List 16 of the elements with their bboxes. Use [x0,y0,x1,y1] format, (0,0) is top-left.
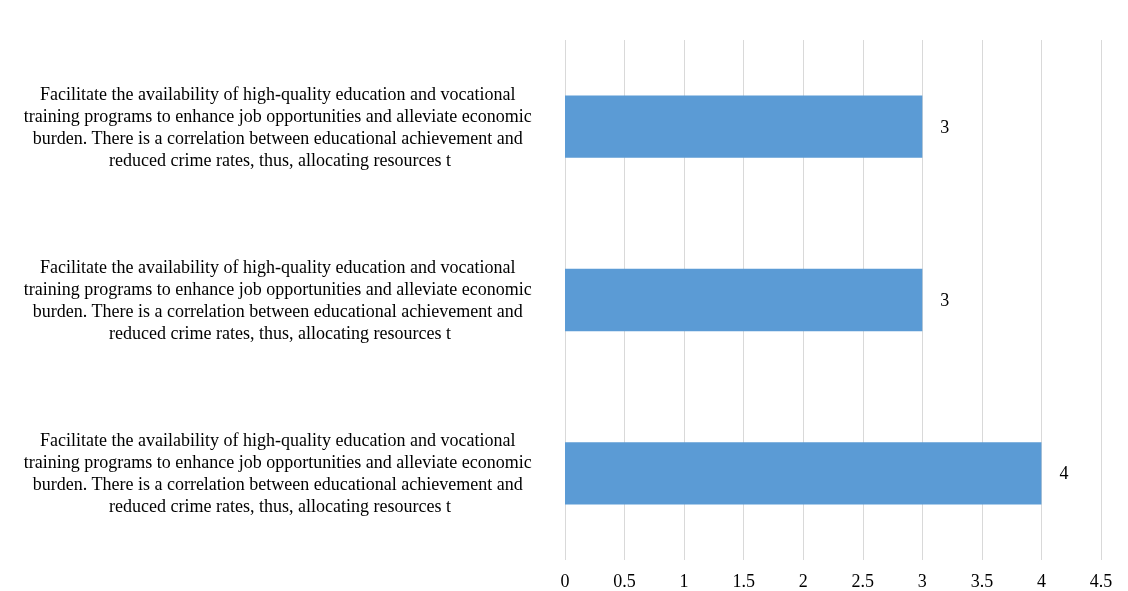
x-tick-label: 4.5 [1089,571,1113,591]
y-tick-label: Facilitate the availability of high-quality education and vocational training programs to enhance job opportunities and alleviate economic burden. There is a correlation between educational achievement and reduced crime rates, thus, allocating resources t [23,83,537,170]
x-tick-label: 0 [560,571,570,591]
x-tick-label: 3.5 [970,571,994,591]
data-label: 3 [940,290,950,310]
y-tick-label: Facilitate the availability of high-quality education and vocational training programs to enhance job opportunities and alleviate economic burden. There is a correlation between educational achievement and reduced crime rates, thus, allocating resources t [23,430,537,517]
x-tick-label: 1 [679,571,689,591]
x-tick-label: 0.5 [613,571,636,591]
x-tick-label: 3 [917,571,927,591]
x-tick-label: 2 [798,571,808,591]
x-tick-label: 1.5 [732,571,755,591]
data-label: 3 [940,116,950,137]
x-tick-label: 2.5 [851,571,875,591]
data-label: 4 [1059,463,1069,484]
y-tick-label: Facilitate the availability of high-quality education and vocational training programs to enhance job opportunities and alleviate economic burden. There is a correlation between educational achievement and reduced crime rates, thus, allocating resources t [23,257,537,343]
x-tick-label: 4 [1036,571,1046,591]
